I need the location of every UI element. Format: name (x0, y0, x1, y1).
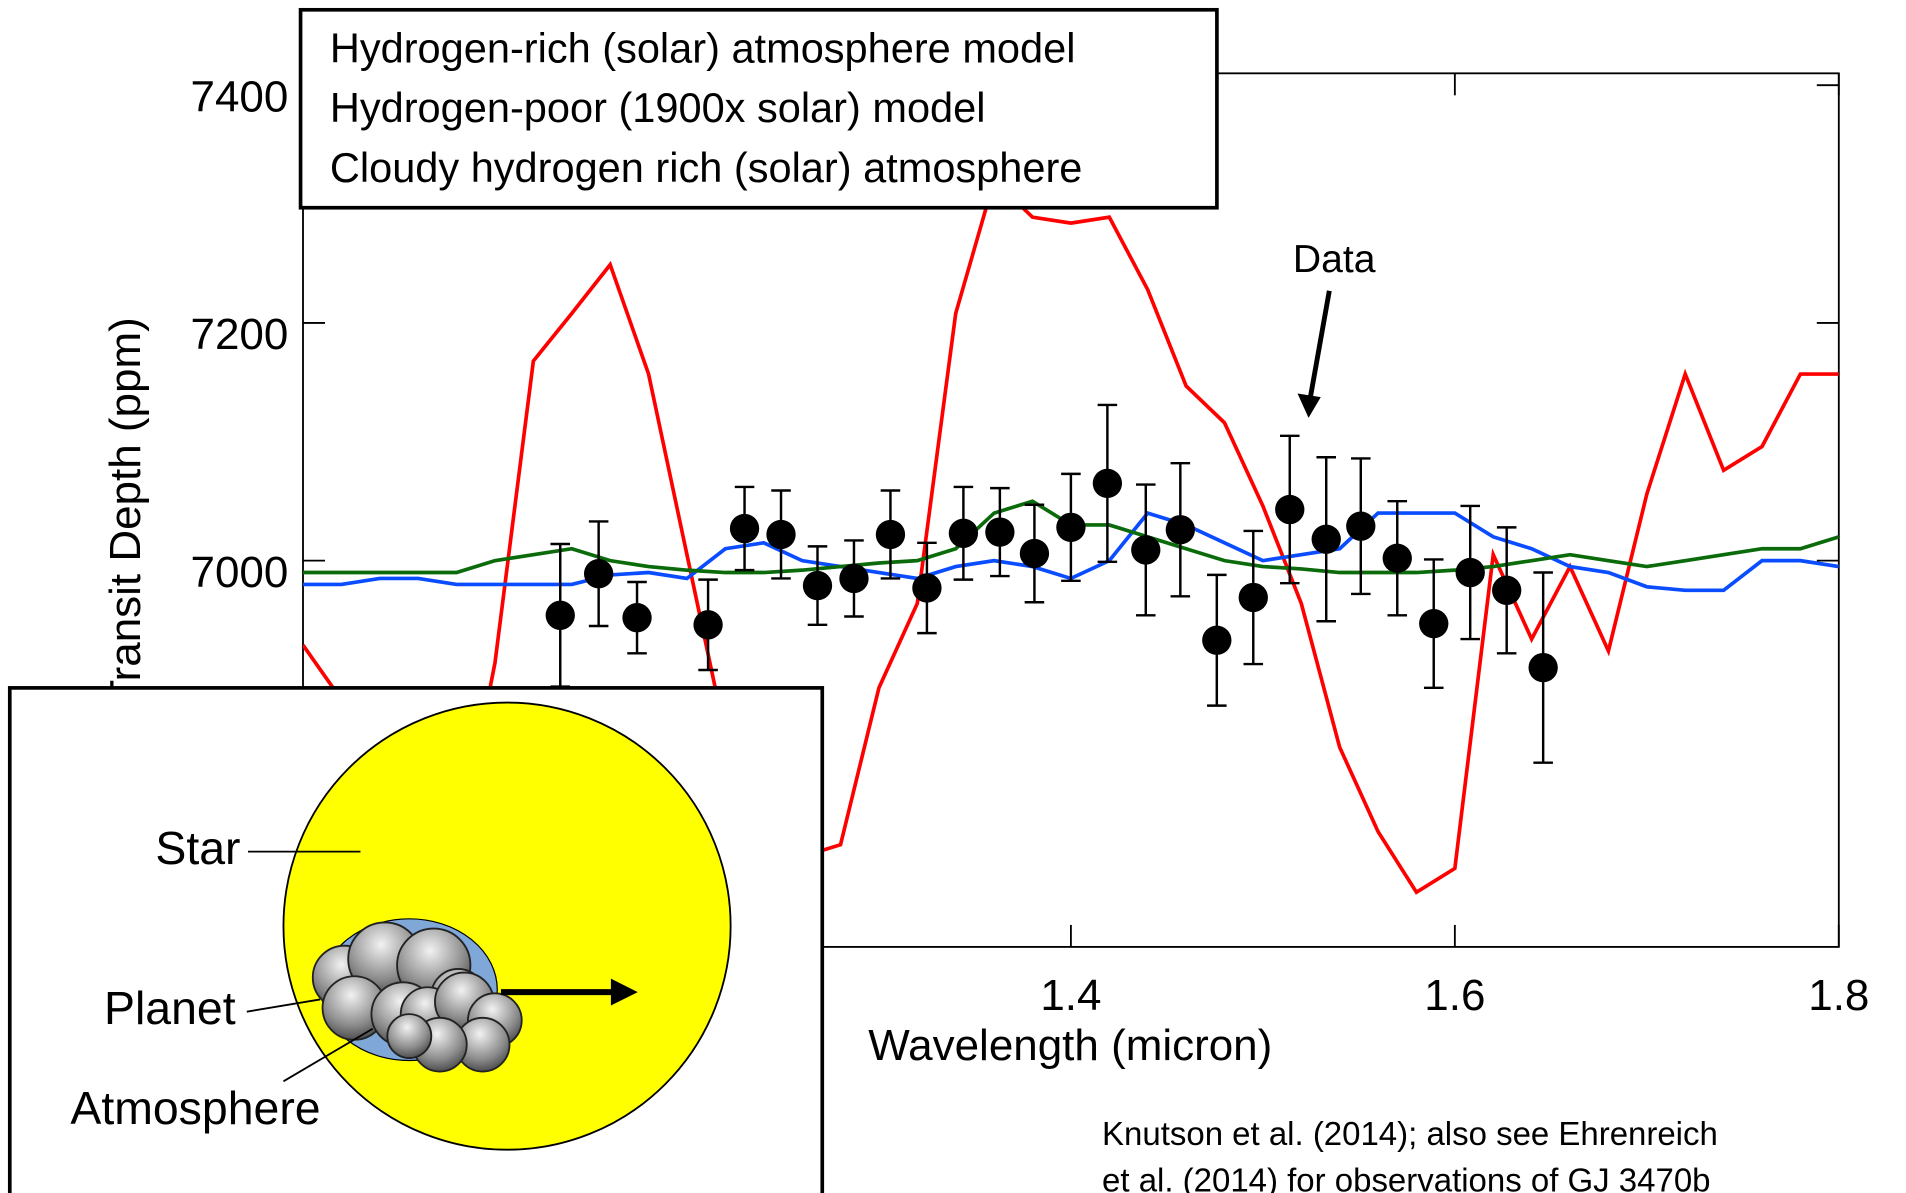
data-point-group (1419, 559, 1448, 687)
data-point (1239, 583, 1268, 612)
annotation: Data (1293, 238, 1376, 281)
data-point-group (839, 540, 868, 616)
data-point (1202, 626, 1231, 655)
y-tick-label: 7000 (191, 548, 289, 597)
annotation-arrowhead (1298, 393, 1321, 417)
data-point (546, 601, 575, 630)
data-point (1093, 469, 1122, 498)
data-point (1456, 558, 1485, 587)
data-point-group (1456, 506, 1485, 639)
data-point (912, 573, 941, 602)
data-point (1492, 576, 1521, 605)
data-point (876, 520, 905, 549)
data-point-group (546, 544, 575, 687)
data-point (1166, 515, 1195, 544)
star (283, 703, 730, 1150)
data-point (985, 517, 1014, 546)
legend-entry: Hydrogen-rich (solar) atmosphere model (330, 24, 1076, 71)
legend-entry: Cloudy hydrogen rich (solar) atmosphere (330, 144, 1083, 191)
data-point-group (1492, 527, 1521, 653)
inset: Star Planet Atmosphere (10, 688, 822, 1193)
data-point-group (1275, 436, 1304, 583)
data-point-group (1093, 405, 1122, 562)
citation: et al. (2014) for observations of GJ 347… (1102, 1161, 1710, 1193)
legend-entry: Hydrogen-poor (1900x solar) model (330, 84, 986, 131)
data-point (1346, 512, 1375, 541)
data-point (1419, 609, 1448, 638)
data-point (1312, 525, 1341, 554)
diagram-label: Star (155, 822, 240, 874)
data-point (949, 519, 978, 548)
data-point-group (1166, 463, 1195, 596)
annotation-arrow (1310, 291, 1330, 401)
data-point-group (1202, 575, 1231, 706)
data-point-group (876, 491, 905, 579)
y-axis-label: Transit Depth (ppm) (101, 317, 150, 706)
data-point-group (766, 491, 795, 579)
data-point (622, 603, 651, 632)
data-point (839, 564, 868, 593)
data-point-group (1131, 485, 1160, 616)
figure: Wavelength (micron) Transit Depth (ppm) … (0, 0, 1906, 1193)
data-point-group (803, 546, 832, 624)
citation: Knutson et al. (2014); also see Ehrenrei… (1102, 1115, 1718, 1152)
data-point-group (1020, 505, 1049, 602)
data-point-group (1312, 457, 1341, 621)
y-tick-label: 7400 (191, 72, 289, 121)
diagram-label: Atmosphere (70, 1082, 320, 1134)
data-point (803, 571, 832, 600)
data-point (1020, 539, 1049, 568)
data-point (1275, 495, 1304, 524)
legend: Hydrogen-rich (solar) atmosphere model Hy… (301, 10, 1217, 208)
data-point (1056, 513, 1085, 542)
data-point (693, 610, 722, 639)
y-tick-label: 7200 (191, 310, 289, 359)
data-point-group (730, 487, 759, 570)
x-axis-label: Wavelength (micron) (868, 1021, 1272, 1070)
data-point-group (584, 521, 613, 626)
x-tick-label: 1.6 (1424, 971, 1485, 1020)
data-point-group (622, 582, 651, 653)
diagram-label: Planet (104, 982, 236, 1034)
x-tick-label: 1.4 (1040, 971, 1101, 1020)
data-point (584, 559, 613, 588)
data-point (1131, 535, 1160, 564)
data-point (1383, 544, 1412, 573)
data-point-group (1056, 474, 1085, 581)
x-tick-label: 1.8 (1808, 971, 1869, 1020)
data-point (1528, 653, 1557, 682)
data-point-group (693, 580, 722, 670)
data-point (766, 520, 795, 549)
data-point-group (1383, 501, 1412, 615)
data-point (730, 514, 759, 543)
